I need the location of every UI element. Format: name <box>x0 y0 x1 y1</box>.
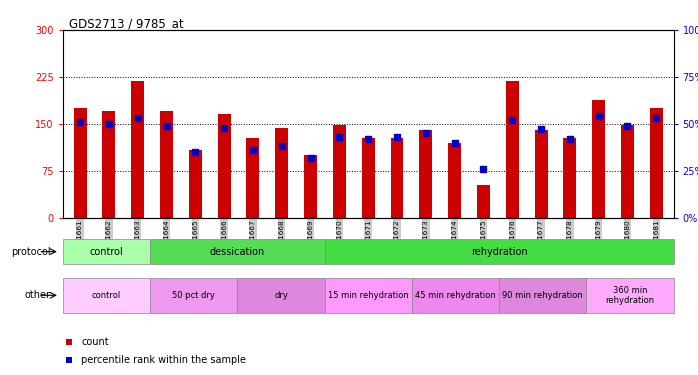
Bar <box>103 111 115 218</box>
Text: protocol: protocol <box>11 247 51 256</box>
Bar <box>333 125 346 217</box>
Text: dry: dry <box>274 291 288 300</box>
Point <box>132 115 143 121</box>
Bar <box>325 278 412 313</box>
Point <box>392 134 403 140</box>
Text: percentile rank within the sample: percentile rank within the sample <box>81 355 246 365</box>
Bar <box>325 239 674 264</box>
Point <box>305 154 316 160</box>
Point <box>449 140 460 146</box>
Text: 360 min
rehydration: 360 min rehydration <box>605 286 655 305</box>
Bar <box>160 111 173 218</box>
Point <box>75 119 86 125</box>
Bar <box>189 150 202 217</box>
Bar <box>63 278 150 313</box>
Bar <box>73 108 87 218</box>
Point <box>190 149 201 155</box>
Bar <box>592 100 605 218</box>
Point <box>247 147 258 153</box>
Bar <box>63 239 150 264</box>
Point <box>161 123 172 129</box>
Bar <box>535 130 547 218</box>
Text: rehydration: rehydration <box>470 247 528 256</box>
Bar <box>477 185 490 218</box>
Point <box>334 134 345 140</box>
Point <box>535 126 547 132</box>
Bar <box>131 81 144 218</box>
Bar <box>237 278 325 313</box>
Point <box>622 123 633 129</box>
Point <box>507 117 518 123</box>
Bar <box>506 81 519 218</box>
Bar <box>499 278 586 313</box>
Point <box>478 166 489 172</box>
Text: control: control <box>89 247 124 256</box>
Point <box>218 124 230 130</box>
Bar <box>412 278 499 313</box>
Text: control: control <box>92 291 121 300</box>
Point <box>420 130 431 136</box>
Text: GDS2713 / 9785_at: GDS2713 / 9785_at <box>69 17 184 30</box>
Bar <box>304 155 317 218</box>
Text: 15 min rehydration: 15 min rehydration <box>328 291 408 300</box>
Bar <box>150 239 325 264</box>
Bar <box>621 125 634 217</box>
Point <box>651 115 662 121</box>
Text: count: count <box>81 336 109 346</box>
Point <box>103 121 114 127</box>
Text: dessication: dessication <box>209 247 265 256</box>
Text: other: other <box>24 290 51 300</box>
Point <box>564 136 575 142</box>
Bar <box>246 138 260 218</box>
Bar <box>448 142 461 218</box>
Bar <box>390 138 403 218</box>
Bar <box>563 138 577 218</box>
Bar <box>362 138 375 218</box>
Point <box>362 136 373 142</box>
Text: 45 min rehydration: 45 min rehydration <box>415 291 496 300</box>
Text: 90 min rehydration: 90 min rehydration <box>503 291 583 300</box>
Bar <box>275 128 288 217</box>
Bar <box>218 114 230 218</box>
Bar <box>419 130 432 218</box>
Text: 50 pct dry: 50 pct dry <box>172 291 215 300</box>
Point <box>593 113 604 119</box>
Point <box>276 143 288 149</box>
Bar <box>586 278 674 313</box>
Bar <box>650 108 663 218</box>
Bar <box>150 278 237 313</box>
